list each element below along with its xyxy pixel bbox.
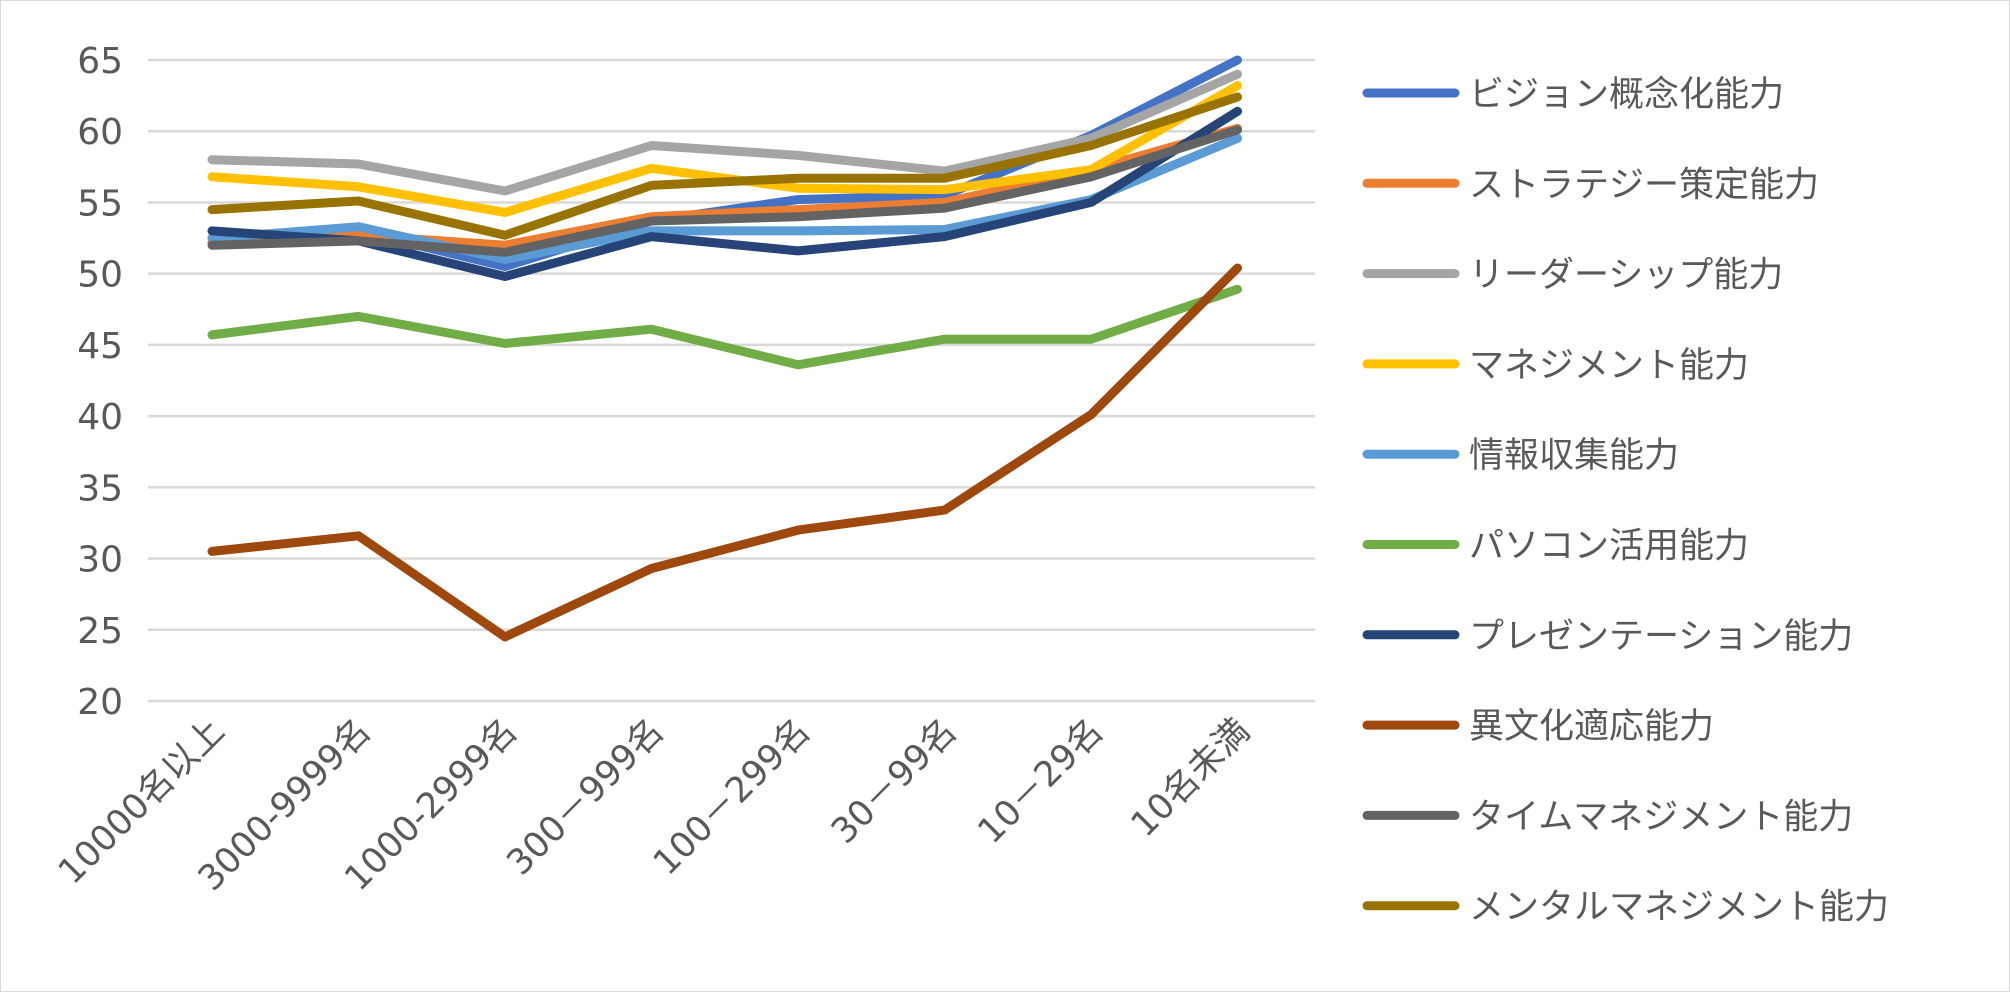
- y-tick-label: 25: [77, 611, 123, 652]
- legend-label: リーダーシップ能力: [1469, 256, 1783, 296]
- y-tick-label: 45: [77, 326, 123, 367]
- x-tick-label: 300－999名: [500, 711, 672, 883]
- legend-label: マネジメント能力: [1469, 346, 1749, 386]
- y-tick-label: 50: [77, 255, 123, 296]
- legend-label: パソコン活用能力: [1469, 527, 1749, 567]
- y-tick-label: 40: [77, 397, 123, 438]
- y-tick-label: 55: [77, 183, 123, 224]
- legend-label: ビジョン概念化能力: [1469, 75, 1784, 115]
- y-tick-label: 30: [77, 540, 123, 581]
- series-line-9: [207, 125, 1242, 257]
- y-tick-label: 65: [77, 41, 123, 82]
- series-line-8: [207, 263, 1242, 642]
- series-line-10: [207, 92, 1242, 240]
- y-tick-label: 60: [77, 112, 123, 153]
- y-tick-label: 20: [77, 682, 123, 723]
- legend-label: メンタルマネジメント能力: [1469, 888, 1889, 928]
- x-tick-label: 100－299名: [646, 711, 818, 883]
- series-line-3: [207, 69, 1242, 196]
- x-tick-label: 30－99名: [824, 711, 965, 852]
- x-tick-label: 10名未満: [1124, 711, 1258, 845]
- y-tick-label: 35: [77, 468, 123, 509]
- legend-label: タイムマネジメント能力: [1469, 797, 1853, 837]
- legend-label: 情報収集能力: [1469, 436, 1679, 476]
- legend-label: プレゼンテーション能力: [1469, 617, 1853, 657]
- legend-label: ストラテジー策定能力: [1469, 165, 1819, 205]
- legend-label: 異文化適応能力: [1469, 707, 1714, 747]
- series-line-6: [207, 284, 1242, 370]
- x-tick-label: 10－29名: [971, 711, 1112, 852]
